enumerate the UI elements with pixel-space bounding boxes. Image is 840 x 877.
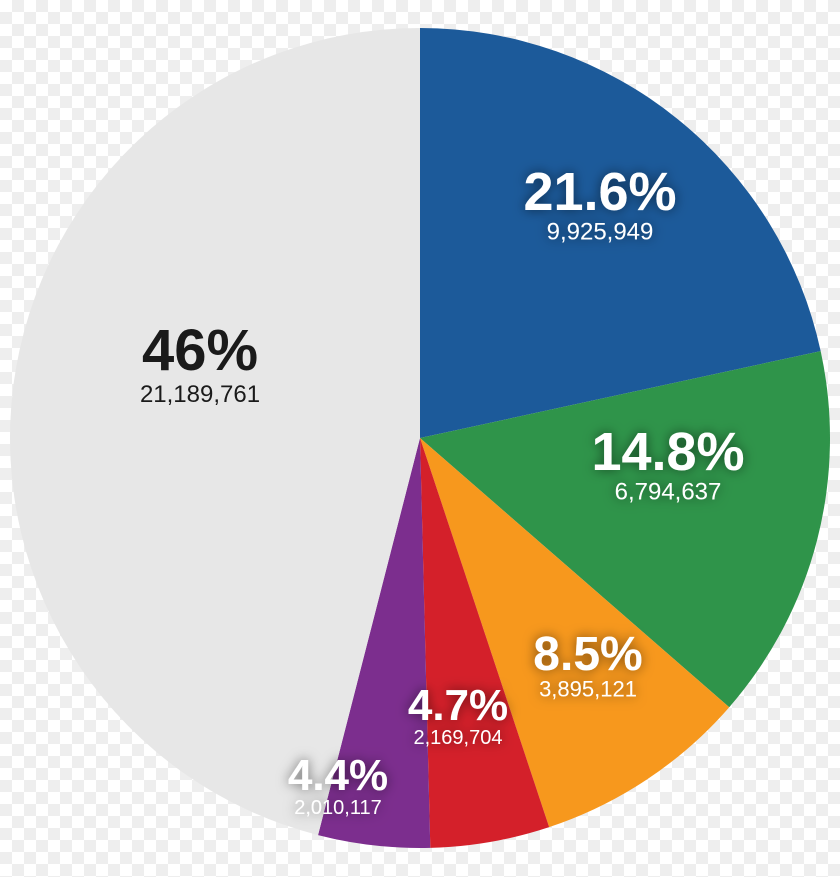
- slice-percent-label: 21.6%: [523, 162, 676, 222]
- slice-value-label: 6,794,637: [615, 479, 722, 506]
- slice-label: 4.4%2,010,117: [288, 751, 388, 819]
- slice-percent-label: 4.7%: [408, 681, 508, 730]
- pie-chart: 21.6%9,925,949 14.8%6,794,637 8.5%3,895,12…: [0, 0, 840, 877]
- pie-chart-svg: 21.6%9,925,949 14.8%6,794,637 8.5%3,895,12…: [0, 0, 840, 877]
- slice-value-label: 2,169,704: [414, 727, 503, 749]
- slice-label: 46%21,189,761: [140, 318, 260, 408]
- slice-percent-label: 46%: [142, 318, 258, 383]
- slice-value-label: 9,925,949: [547, 219, 654, 246]
- slice-percent-label: 4.4%: [288, 751, 388, 800]
- slice-label: 4.7%2,169,704: [408, 681, 508, 749]
- slice-percent-label: 14.8%: [591, 422, 744, 482]
- slice-value-label: 2,010,117: [294, 797, 382, 819]
- slice-value-label: 21,189,761: [140, 381, 260, 408]
- slice-label: 8.5%3,895,121: [533, 628, 642, 701]
- slice-value-label: 3,895,121: [539, 676, 637, 701]
- slice-percent-label: 8.5%: [533, 628, 642, 681]
